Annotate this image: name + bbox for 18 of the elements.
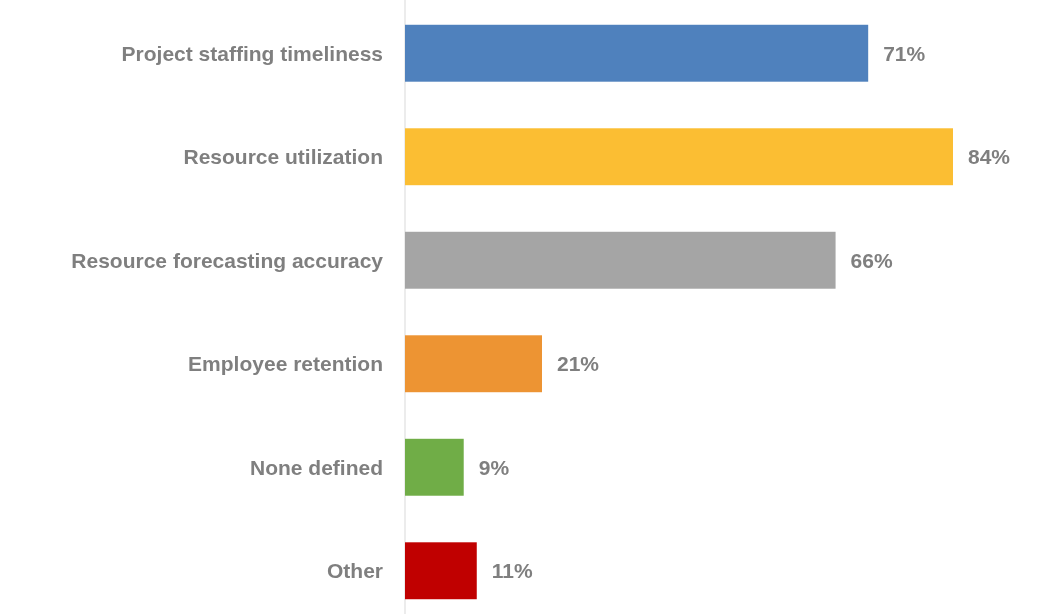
y-tick-label: Resource utilization [183, 145, 383, 169]
data-label: 71% [883, 41, 926, 65]
data-label: 9% [478, 455, 510, 479]
data-label: 66% [850, 248, 893, 272]
y-tick-label: Other [326, 559, 383, 583]
bar [405, 128, 953, 186]
bar [405, 438, 464, 496]
y-tick-label: None defined [249, 455, 383, 479]
bar [405, 542, 477, 600]
bar [405, 24, 869, 82]
data-label: 84% [968, 145, 1011, 169]
data-label: 21% [557, 352, 600, 376]
bar [405, 335, 542, 393]
bar [405, 231, 836, 289]
y-tick-label: Resource forecasting accuracy [71, 248, 384, 272]
y-tick-label: Employee retention [188, 352, 383, 376]
y-tick-label: Project staffing timeliness [121, 41, 383, 65]
data-label: 11% [491, 559, 533, 583]
